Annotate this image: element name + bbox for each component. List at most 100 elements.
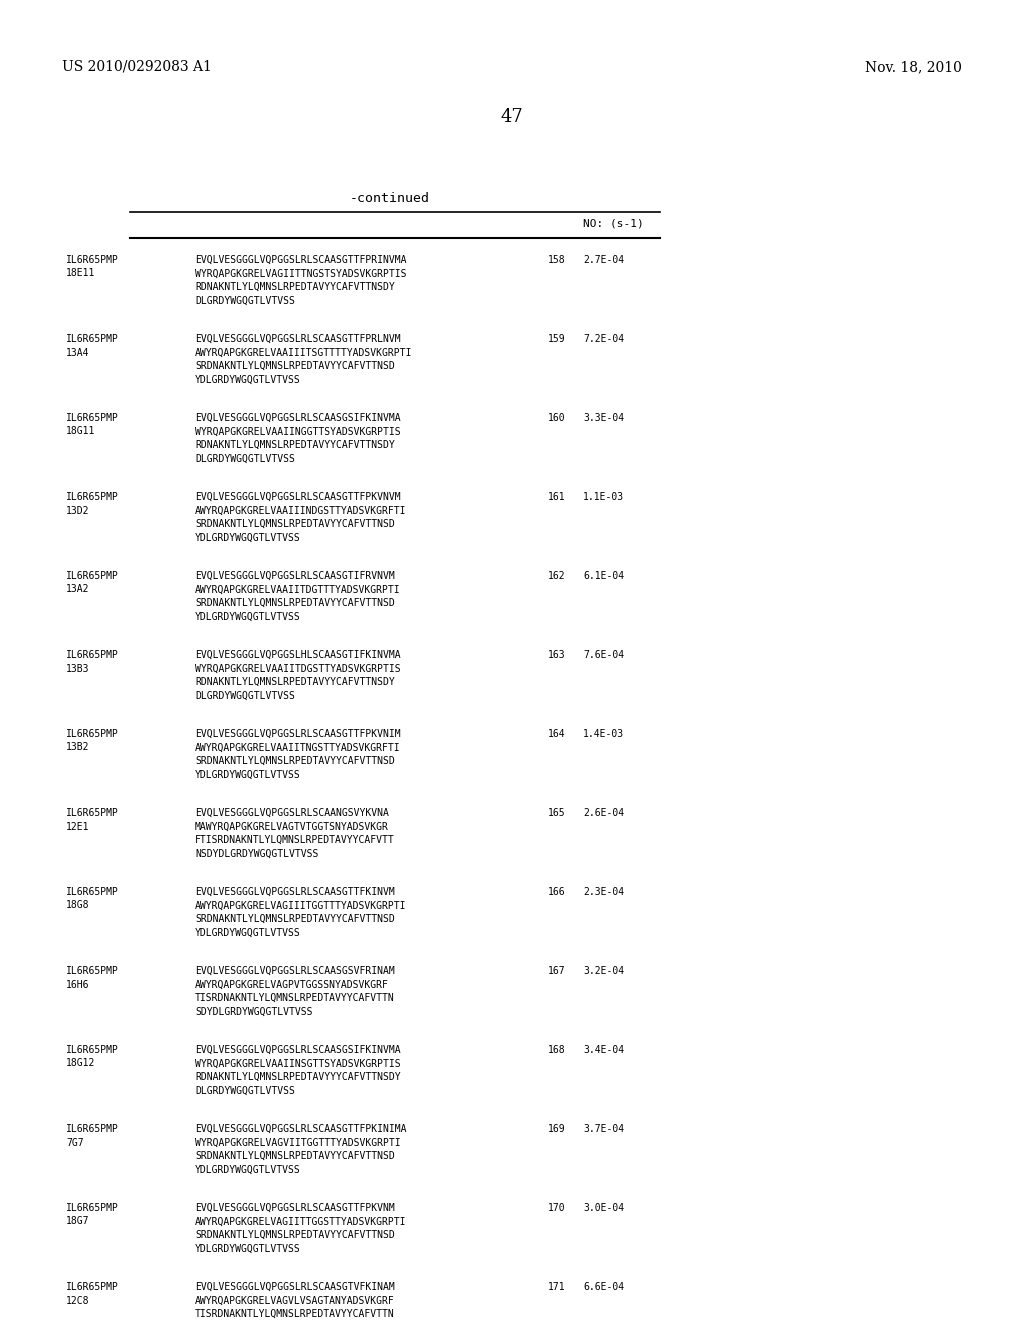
Text: IL6R65PMP: IL6R65PMP xyxy=(66,572,119,581)
Text: 7.2E-04: 7.2E-04 xyxy=(583,334,624,345)
Text: FTISRDNAKNTLYLQMNSLRPEDTAVYYCAFVTT: FTISRDNAKNTLYLQMNSLRPEDTAVYYCAFVTT xyxy=(195,836,394,845)
Text: 2.7E-04: 2.7E-04 xyxy=(583,255,624,265)
Text: WYRQAPGKGRELVAGVIITGGTTTYADSVKGRPTI: WYRQAPGKGRELVAGVIITGGTTTYADSVKGRPTI xyxy=(195,1138,400,1147)
Text: AWYRQAPGKGRELVAAIITDGTTTYADSVKGRPTI: AWYRQAPGKGRELVAAIITDGTTTYADSVKGRPTI xyxy=(195,585,400,594)
Text: WYRQAPGKGRELVAGIITTNGSTSYADSVKGRPTIS: WYRQAPGKGRELVAGIITTNGSTSYADSVKGRPTIS xyxy=(195,268,407,279)
Text: SRDNAKNTLYLQMNSLRPEDTAVYYCAFVTTNSD: SRDNAKNTLYLQMNSLRPEDTAVYYCAFVTTNSD xyxy=(195,913,394,924)
Text: 160: 160 xyxy=(548,413,565,422)
Text: SRDNAKNTLYLQMNSLRPEDTAVYYCAFVTTNSD: SRDNAKNTLYLQMNSLRPEDTAVYYCAFVTTNSD xyxy=(195,1151,394,1162)
Text: RDNAKNTLYLQMNSLRPEDTAVYYCAFVTTNSDY: RDNAKNTLYLQMNSLRPEDTAVYYCAFVTTNSDY xyxy=(195,440,394,450)
Text: 170: 170 xyxy=(548,1203,565,1213)
Text: 167: 167 xyxy=(548,966,565,975)
Text: 166: 166 xyxy=(548,887,565,898)
Text: NO: (s-1): NO: (s-1) xyxy=(583,218,644,228)
Text: 3.2E-04: 3.2E-04 xyxy=(583,966,624,975)
Text: 171: 171 xyxy=(548,1282,565,1292)
Text: 3.0E-04: 3.0E-04 xyxy=(583,1203,624,1213)
Text: DLGRDYWGQGTLVTVSS: DLGRDYWGQGTLVTVSS xyxy=(195,296,295,305)
Text: EVQLVESGGGLVQPGGSLRLSCAASGTTFPKINIMA: EVQLVESGGGLVQPGGSLRLSCAASGTTFPKINIMA xyxy=(195,1125,407,1134)
Text: RDNAKNTLYLQMNSLRPEDTAVYYCAFVTTNSDY: RDNAKNTLYLQMNSLRPEDTAVYYCAFVTTNSDY xyxy=(195,677,394,686)
Text: 18G12: 18G12 xyxy=(66,1059,95,1068)
Text: WYRQAPGKGRELVAAIINGGTTSYADSVKGRPTIS: WYRQAPGKGRELVAAIINGGTTSYADSVKGRPTIS xyxy=(195,426,400,437)
Text: 7.6E-04: 7.6E-04 xyxy=(583,649,624,660)
Text: WYRQAPGKGRELVAAIINSGTTSYADSVKGRPTIS: WYRQAPGKGRELVAAIINSGTTSYADSVKGRPTIS xyxy=(195,1059,400,1068)
Text: YDLGRDYWGQGTLVTVSS: YDLGRDYWGQGTLVTVSS xyxy=(195,532,301,543)
Text: SRDNAKNTLYLQMNSLRPEDTAVYYCAFVTTNSD: SRDNAKNTLYLQMNSLRPEDTAVYYCAFVTTNSD xyxy=(195,360,394,371)
Text: EVQLVESGGGLVQPGGSLRLSCAASGTVFKINAM: EVQLVESGGGLVQPGGSLRLSCAASGTVFKINAM xyxy=(195,1282,394,1292)
Text: 13A4: 13A4 xyxy=(66,347,89,358)
Text: EVQLVESGGGLVQPGGSLRLSCAASGSVFRINAM: EVQLVESGGGLVQPGGSLRLSCAASGSVFRINAM xyxy=(195,966,394,975)
Text: SRDNAKNTLYLQMNSLRPEDTAVYYCAFVTTNSD: SRDNAKNTLYLQMNSLRPEDTAVYYCAFVTTNSD xyxy=(195,598,394,609)
Text: 168: 168 xyxy=(548,1045,565,1055)
Text: 169: 169 xyxy=(548,1125,565,1134)
Text: EVQLVESGGGLVQPGGSLRLSCAASGSIFKINVMA: EVQLVESGGGLVQPGGSLRLSCAASGSIFKINVMA xyxy=(195,1045,400,1055)
Text: AWYRQAPGKGRELVAGVLVSAGTANYADSVKGRF: AWYRQAPGKGRELVAGVLVSAGTANYADSVKGRF xyxy=(195,1295,394,1305)
Text: YDLGRDYWGQGTLVTVSS: YDLGRDYWGQGTLVTVSS xyxy=(195,611,301,622)
Text: AWYRQAPGKGRELVAGIITTGGSTTYADSVKGRPTI: AWYRQAPGKGRELVAGIITTGGSTTYADSVKGRPTI xyxy=(195,1217,407,1226)
Text: IL6R65PMP: IL6R65PMP xyxy=(66,334,119,345)
Text: SRDNAKNTLYLQMNSLRPEDTAVYYCAFVTTNSD: SRDNAKNTLYLQMNSLRPEDTAVYYCAFVTTNSD xyxy=(195,756,394,766)
Text: IL6R65PMP: IL6R65PMP xyxy=(66,1045,119,1055)
Text: DLGRDYWGQGTLVTVSS: DLGRDYWGQGTLVTVSS xyxy=(195,454,295,463)
Text: SRDNAKNTLYLQMNSLRPEDTAVYYCAFVTTNSD: SRDNAKNTLYLQMNSLRPEDTAVYYCAFVTTNSD xyxy=(195,1230,394,1239)
Text: 13B3: 13B3 xyxy=(66,664,89,673)
Text: AWYRQAPGKGRELVAAIITNGSTTYADSVKGRFTI: AWYRQAPGKGRELVAAIITNGSTTYADSVKGRFTI xyxy=(195,742,400,752)
Text: IL6R65PMP: IL6R65PMP xyxy=(66,729,119,739)
Text: AWYRQAPGKGRELVAGIIITGGTTTYADSVKGRPTI: AWYRQAPGKGRELVAGIIITGGTTTYADSVKGRPTI xyxy=(195,900,407,911)
Text: DLGRDYWGQGTLVTVSS: DLGRDYWGQGTLVTVSS xyxy=(195,690,295,701)
Text: MAWYRQAPGKGRELVAGTVTGGTSNYADSVKGR: MAWYRQAPGKGRELVAGTVTGGTSNYADSVKGR xyxy=(195,821,389,832)
Text: 13B2: 13B2 xyxy=(66,742,89,752)
Text: EVQLVESGGGLVQPGGSLRLSCAASGTTFKINVM: EVQLVESGGGLVQPGGSLRLSCAASGTTFKINVM xyxy=(195,887,394,898)
Text: Nov. 18, 2010: Nov. 18, 2010 xyxy=(865,59,962,74)
Text: IL6R65PMP: IL6R65PMP xyxy=(66,649,119,660)
Text: 16H6: 16H6 xyxy=(66,979,89,990)
Text: 3.4E-04: 3.4E-04 xyxy=(583,1045,624,1055)
Text: 18G11: 18G11 xyxy=(66,426,95,437)
Text: EVQLVESGGGLVQPGGSLRLSCAANGSVYKVNA: EVQLVESGGGLVQPGGSLRLSCAANGSVYKVNA xyxy=(195,808,389,818)
Text: 7G7: 7G7 xyxy=(66,1138,84,1147)
Text: 164: 164 xyxy=(548,729,565,739)
Text: RDNAKNTLYLQMNSLRPEDTAVYYCAFVTTNSDY: RDNAKNTLYLQMNSLRPEDTAVYYCAFVTTNSDY xyxy=(195,282,394,292)
Text: 3.7E-04: 3.7E-04 xyxy=(583,1125,624,1134)
Text: YDLGRDYWGQGTLVTVSS: YDLGRDYWGQGTLVTVSS xyxy=(195,375,301,384)
Text: AWYRQAPGKGRELVAGPVTGGSSNYADSVKGRF: AWYRQAPGKGRELVAGPVTGGSSNYADSVKGRF xyxy=(195,979,389,990)
Text: IL6R65PMP: IL6R65PMP xyxy=(66,1125,119,1134)
Text: 1.4E-03: 1.4E-03 xyxy=(583,729,624,739)
Text: EVQLVESGGGLVQPGGSLRLSCAASGTTFPRLNVM: EVQLVESGGGLVQPGGSLRLSCAASGTTFPRLNVM xyxy=(195,334,400,345)
Text: US 2010/0292083 A1: US 2010/0292083 A1 xyxy=(62,59,212,74)
Text: IL6R65PMP: IL6R65PMP xyxy=(66,808,119,818)
Text: 163: 163 xyxy=(548,649,565,660)
Text: YDLGRDYWGQGTLVTVSS: YDLGRDYWGQGTLVTVSS xyxy=(195,770,301,780)
Text: AWYRQAPGKGRELVAAIIINDGSTTYADSVKGRFTI: AWYRQAPGKGRELVAAIIINDGSTTYADSVKGRFTI xyxy=(195,506,407,516)
Text: 1.1E-03: 1.1E-03 xyxy=(583,492,624,502)
Text: 12C8: 12C8 xyxy=(66,1295,89,1305)
Text: NSDYDLGRDYWGQGTLVTVSS: NSDYDLGRDYWGQGTLVTVSS xyxy=(195,849,318,858)
Text: 18E11: 18E11 xyxy=(66,268,95,279)
Text: 158: 158 xyxy=(548,255,565,265)
Text: 165: 165 xyxy=(548,808,565,818)
Text: 13A2: 13A2 xyxy=(66,585,89,594)
Text: EVQLVESGGGLVQPGGSLRLSCAASGTTFPKVNM: EVQLVESGGGLVQPGGSLRLSCAASGTTFPKVNM xyxy=(195,1203,394,1213)
Text: 161: 161 xyxy=(548,492,565,502)
Text: IL6R65PMP: IL6R65PMP xyxy=(66,255,119,265)
Text: TISRDNAKNTLYLQMNSLRPEDTAVYYCAFVTTN: TISRDNAKNTLYLQMNSLRPEDTAVYYCAFVTTN xyxy=(195,993,394,1003)
Text: -continued: -continued xyxy=(350,191,430,205)
Text: EVQLVESGGGLVQPGGSLRLSCAASGTTFPKVNIM: EVQLVESGGGLVQPGGSLRLSCAASGTTFPKVNIM xyxy=(195,729,400,739)
Text: SRDNAKNTLYLQMNSLRPEDTAVYYCAFVTTNSD: SRDNAKNTLYLQMNSLRPEDTAVYYCAFVTTNSD xyxy=(195,519,394,529)
Text: YDLGRDYWGQGTLVTVSS: YDLGRDYWGQGTLVTVSS xyxy=(195,1243,301,1254)
Text: 12E1: 12E1 xyxy=(66,821,89,832)
Text: IL6R65PMP: IL6R65PMP xyxy=(66,1282,119,1292)
Text: IL6R65PMP: IL6R65PMP xyxy=(66,887,119,898)
Text: DLGRDYWGQGTLVTVSS: DLGRDYWGQGTLVTVSS xyxy=(195,1085,295,1096)
Text: 2.3E-04: 2.3E-04 xyxy=(583,887,624,898)
Text: 162: 162 xyxy=(548,572,565,581)
Text: EVQLVESGGGLVQPGGSLRLSCAASGSIFKINVMA: EVQLVESGGGLVQPGGSLRLSCAASGSIFKINVMA xyxy=(195,413,400,422)
Text: 47: 47 xyxy=(501,108,523,125)
Text: 18G7: 18G7 xyxy=(66,1217,89,1226)
Text: 2.6E-04: 2.6E-04 xyxy=(583,808,624,818)
Text: 159: 159 xyxy=(548,334,565,345)
Text: YDLGRDYWGQGTLVTVSS: YDLGRDYWGQGTLVTVSS xyxy=(195,1164,301,1175)
Text: 3.3E-04: 3.3E-04 xyxy=(583,413,624,422)
Text: TISRDNAKNTLYLQMNSLRPEDTAVYYCAFVTTN: TISRDNAKNTLYLQMNSLRPEDTAVYYCAFVTTN xyxy=(195,1309,394,1319)
Text: 13D2: 13D2 xyxy=(66,506,89,516)
